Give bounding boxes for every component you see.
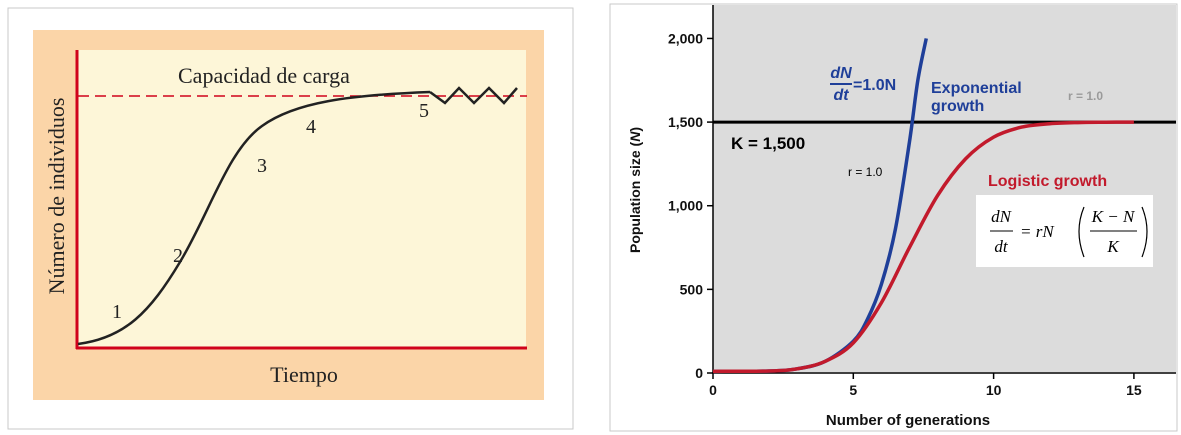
exp-eq-rhs: =1.0N xyxy=(853,77,896,94)
log-eq-lhs-den: dt xyxy=(994,237,1009,256)
log-eq-lhs-num: dN xyxy=(991,207,1013,226)
logistic-label: Logistic growth xyxy=(988,173,1107,190)
x-tick-label: 0 xyxy=(709,382,717,398)
exp-eq-num: dN xyxy=(830,65,852,82)
oscillation-zigzag xyxy=(429,86,518,105)
logistic-curve xyxy=(77,90,431,346)
logistic-sketch-chart: Capacidad de carga Tiempo Número de indi… xyxy=(7,7,574,430)
log-eq-frac-den: K xyxy=(1106,237,1120,256)
y-tick-label: 1,500 xyxy=(668,114,703,130)
stage-label-3: 3 xyxy=(257,155,267,177)
left-x-label: Tiempo xyxy=(270,362,338,387)
right-y-label: Population size (N) xyxy=(627,127,643,253)
y-label-n: N xyxy=(627,131,643,142)
left-y-label: Número de individuos xyxy=(44,98,69,295)
right-x-label: Number of generations xyxy=(826,412,990,429)
stage-label-2: 2 xyxy=(173,245,183,267)
exp-eq-den: dt xyxy=(833,87,849,104)
exp-label-line1: Exponential xyxy=(931,80,1022,97)
logistic-series-line xyxy=(712,120,1134,374)
stage-label-5: 5 xyxy=(419,100,429,122)
log-eq-left-paren xyxy=(1078,206,1085,258)
y-tick-label: 1,000 xyxy=(668,198,703,214)
stage-label-4: 4 xyxy=(306,116,316,138)
capacity-label: Capacidad de carga xyxy=(178,63,350,88)
log-eq-frac-num: K − N xyxy=(1091,207,1136,226)
r-label-black: r = 1.0 xyxy=(848,165,883,179)
y-label-close: ) xyxy=(627,127,643,132)
log-eq-right-paren xyxy=(1141,206,1148,258)
y-tick-label: 500 xyxy=(680,281,704,297)
r-label-gray: r = 1.0 xyxy=(1068,89,1103,103)
log-eq-mid: = rN xyxy=(1020,222,1055,241)
y-label-text: Population size ( xyxy=(627,141,643,253)
population-growth-chart: 0 500 1,000 1,500 2,000 0 5 10 15 Number of gen… xyxy=(609,3,1178,432)
k-label: K = 1,500 xyxy=(731,134,805,153)
y-tick-label: 0 xyxy=(695,365,703,381)
x-tick-label: 5 xyxy=(849,382,857,398)
left-plot-area xyxy=(76,50,526,348)
exp-label-line2: growth xyxy=(931,98,984,115)
right-plot-area xyxy=(713,5,1176,372)
stage-label-1: 1 xyxy=(112,301,122,323)
y-tick-label: 2,000 xyxy=(668,30,703,46)
x-tick-label: 10 xyxy=(986,382,1002,398)
x-tick-label: 15 xyxy=(1126,382,1142,398)
